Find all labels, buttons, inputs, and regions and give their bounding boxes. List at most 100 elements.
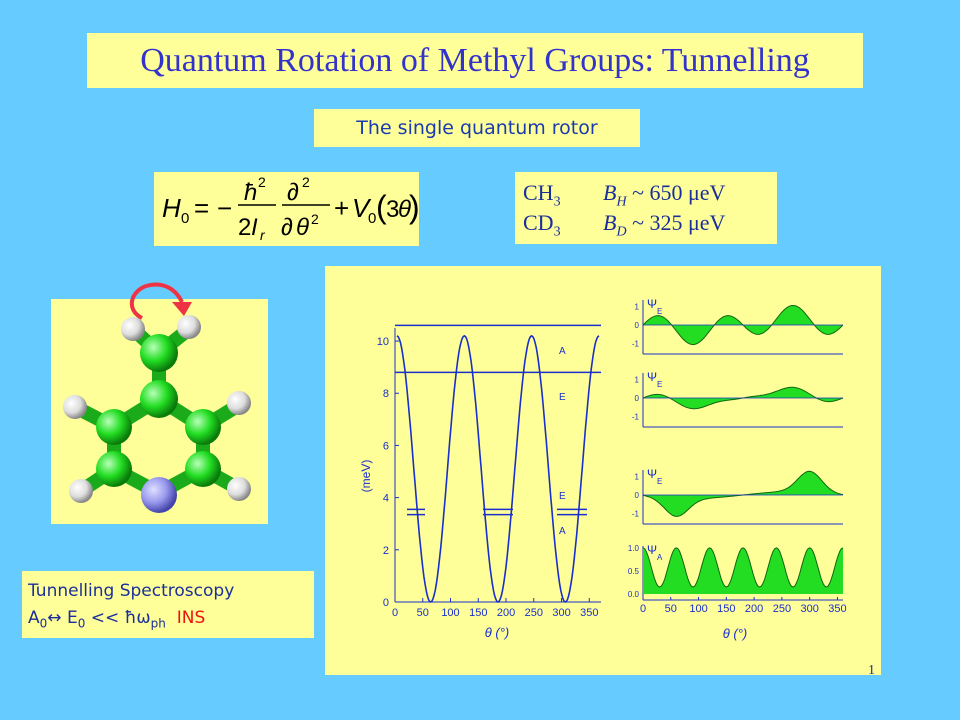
- svg-text:θ: θ: [296, 214, 309, 241]
- hydrogen-atom: [227, 477, 251, 501]
- svg-text:2: 2: [258, 174, 266, 190]
- svg-text:r: r: [260, 227, 266, 243]
- wave-y-tick: 0.5: [628, 567, 640, 576]
- wave-y-tick: 0.0: [628, 590, 640, 599]
- wave-y-tick: 1: [635, 303, 640, 312]
- nitrogen-atom: [141, 477, 177, 513]
- wave-x-tick: 350: [828, 603, 846, 615]
- svg-text:2: 2: [311, 211, 319, 227]
- page-number: 1: [868, 663, 875, 678]
- svg-text:0: 0: [368, 210, 376, 227]
- equation-graphic: H 0 = − ħ 2 2 I r ∂ 2 ∂ θ 2 + V 0 ( 3 θ …: [162, 174, 420, 243]
- wave-y-tick: -1: [632, 412, 640, 421]
- potential-plot: [394, 328, 601, 603]
- wave-x-tick: 150: [717, 603, 735, 615]
- wave-state: E: [657, 380, 662, 389]
- carbon-atom: [185, 451, 221, 487]
- wavefunction-panel: 1 0 -1 ΨE: [632, 370, 844, 428]
- hydrogen-atom: [63, 395, 87, 419]
- spectroscopy-title: Tunnelling Spectroscopy: [28, 581, 235, 601]
- svg-text:(: (: [376, 189, 387, 225]
- wavefunction-line: [642, 547, 844, 588]
- wave-y-tick: 0: [635, 491, 640, 500]
- y-tick-label: 0: [383, 597, 389, 609]
- carbon-atom: [96, 451, 132, 487]
- methylpyridine-molecule: [63, 315, 251, 513]
- svg-text:3: 3: [386, 196, 399, 223]
- wave-label: Ψ: [647, 297, 657, 311]
- potential-xlabel: θ (°): [485, 625, 510, 640]
- wave-y-tick: -1: [632, 339, 640, 348]
- wave-xlabel: θ (°): [723, 626, 748, 641]
- wave-state: E: [657, 477, 662, 486]
- wavefunction-panel: 1.0 0.5 0.0 ΨA: [628, 543, 844, 601]
- wave-y-tick: -1: [632, 509, 640, 518]
- y-tick-label: 10: [377, 336, 389, 348]
- x-tick-label: 100: [441, 607, 459, 619]
- level-label: A: [559, 346, 566, 357]
- carbon-atom: [185, 409, 221, 445]
- wave-label: Ψ: [647, 543, 657, 557]
- wave-y-tick: 0: [635, 394, 640, 403]
- x-tick-label: 150: [469, 607, 487, 619]
- y-tick-label: 8: [383, 388, 389, 400]
- wave-y-tick: 1: [635, 473, 640, 482]
- wave-x-tick: 200: [745, 603, 763, 615]
- svg-text:θ: θ: [398, 196, 411, 223]
- x-tick-label: 300: [552, 607, 570, 619]
- slide-subtitle: The single quantum rotor: [356, 117, 598, 139]
- hydrogen-atom: [69, 479, 93, 503]
- wave-x-tick: 300: [800, 603, 818, 615]
- wave-y-tick: 1: [635, 376, 640, 385]
- wave-x-tick: 0: [640, 603, 646, 615]
- wave-state: E: [657, 307, 662, 316]
- plots-svg: (meV) θ (°) 0 50 100 150 200 250 300 3500246810…: [359, 297, 847, 641]
- wavefunction-fill: [643, 471, 843, 517]
- y-tick-label: 6: [383, 440, 389, 452]
- y-tick-label: 2: [383, 545, 389, 557]
- svg-text:∂: ∂: [281, 214, 293, 241]
- x-tick-label: 50: [417, 607, 429, 619]
- ins-label: INS: [176, 608, 206, 628]
- plot-panel: (meV) θ (°) 0 50 100 150 200 250 300 350 0 2 4 6 8 10…: [325, 266, 881, 675]
- level-label: A: [559, 526, 566, 537]
- wave-label: Ψ: [647, 370, 657, 384]
- svg-text:2: 2: [238, 214, 251, 241]
- spectroscopy-relation: A0↔ E0 << ħωph INS: [28, 608, 206, 631]
- carbon-atom: [140, 380, 178, 418]
- x-tick-label: 350: [580, 607, 598, 619]
- subtitle-box: The single quantum rotor: [314, 109, 640, 147]
- level-label: E: [559, 392, 566, 403]
- wave-x-tick: 50: [665, 603, 677, 615]
- x-tick-label: 250: [525, 607, 543, 619]
- hamiltonian-equation: H 0 = − ħ 2 2 I r ∂ 2 ∂ θ 2 + V 0 ( 3 θ …: [154, 172, 420, 246]
- svg-text:=: =: [194, 193, 209, 223]
- wave-x-tick: 250: [773, 603, 791, 615]
- y-tick-label: 4: [383, 493, 389, 505]
- svg-text:): ): [409, 189, 419, 225]
- svg-text:0: 0: [181, 210, 189, 227]
- potential-ylabel: (meV): [359, 460, 373, 493]
- rotation-arrow-icon: [130, 282, 192, 320]
- isotope-table: CH3 BH ~ 650 μeV CD3 BD ~ 325 μeV: [515, 172, 777, 244]
- wave-label: Ψ: [647, 467, 657, 481]
- hydrogen-atom: [177, 315, 201, 339]
- svg-text:2: 2: [302, 174, 310, 190]
- wave-y-tick: 0: [635, 321, 640, 330]
- hydrogen-atom: [227, 391, 251, 415]
- wavefunction-fill: [643, 547, 843, 594]
- svg-text:∂: ∂: [287, 179, 299, 206]
- carbon-atom: [140, 334, 178, 372]
- molecule-image: [51, 299, 268, 524]
- x-tick-label: 0: [392, 607, 398, 619]
- svg-text:H: H: [162, 193, 181, 223]
- level-label: E: [559, 491, 566, 502]
- carbon-atom: [96, 409, 132, 445]
- wave-state: A: [657, 553, 663, 562]
- svg-text:−: −: [217, 193, 232, 223]
- x-tick-label: 200: [497, 607, 515, 619]
- svg-text:V: V: [352, 193, 372, 223]
- potential-curve: [396, 334, 600, 603]
- svg-text:I: I: [251, 214, 258, 241]
- svg-text:ħ: ħ: [244, 179, 257, 206]
